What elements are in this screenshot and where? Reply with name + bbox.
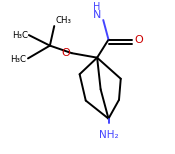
- Text: CH₃: CH₃: [56, 16, 72, 25]
- Text: H₃C: H₃C: [12, 31, 28, 40]
- Text: O: O: [134, 35, 143, 45]
- Text: H: H: [93, 2, 100, 12]
- Text: N: N: [92, 10, 101, 20]
- Text: NH₂: NH₂: [99, 130, 118, 140]
- Text: H₃C: H₃C: [10, 55, 26, 64]
- Text: O: O: [61, 49, 70, 59]
